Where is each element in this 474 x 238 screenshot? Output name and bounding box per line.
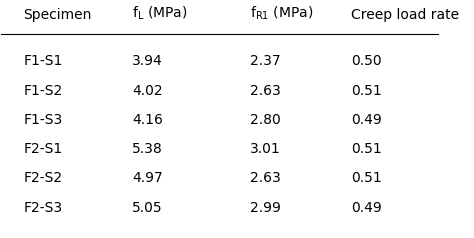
Text: 0.49: 0.49	[351, 113, 382, 127]
Text: F1-S3: F1-S3	[23, 113, 63, 127]
Text: 3.01: 3.01	[250, 142, 281, 156]
Text: 2.63: 2.63	[250, 84, 281, 98]
Text: 5.05: 5.05	[132, 201, 163, 215]
Text: F2-S1: F2-S1	[23, 142, 63, 156]
Text: F2-S3: F2-S3	[23, 201, 63, 215]
Text: f$_\mathrm{L}$ (MPa): f$_\mathrm{L}$ (MPa)	[132, 5, 188, 22]
Text: 2.80: 2.80	[250, 113, 281, 127]
Text: F2-S2: F2-S2	[23, 172, 63, 185]
Text: 0.51: 0.51	[351, 142, 382, 156]
Text: f$_\mathrm{R1}$ (MPa): f$_\mathrm{R1}$ (MPa)	[250, 5, 313, 22]
Text: 3.94: 3.94	[132, 54, 163, 68]
Text: F1-S1: F1-S1	[23, 54, 63, 68]
Text: 5.38: 5.38	[132, 142, 163, 156]
Text: Creep load rate: Creep load rate	[351, 8, 459, 22]
Text: F1-S2: F1-S2	[23, 84, 63, 98]
Text: 0.51: 0.51	[351, 172, 382, 185]
Text: 0.50: 0.50	[351, 54, 381, 68]
Text: 0.49: 0.49	[351, 201, 382, 215]
Text: Specimen: Specimen	[23, 8, 91, 22]
Text: 2.99: 2.99	[250, 201, 281, 215]
Text: 2.37: 2.37	[250, 54, 281, 68]
Text: 2.63: 2.63	[250, 172, 281, 185]
Text: 0.51: 0.51	[351, 84, 382, 98]
Text: 4.16: 4.16	[132, 113, 163, 127]
Text: 4.97: 4.97	[132, 172, 163, 185]
Text: 4.02: 4.02	[132, 84, 163, 98]
